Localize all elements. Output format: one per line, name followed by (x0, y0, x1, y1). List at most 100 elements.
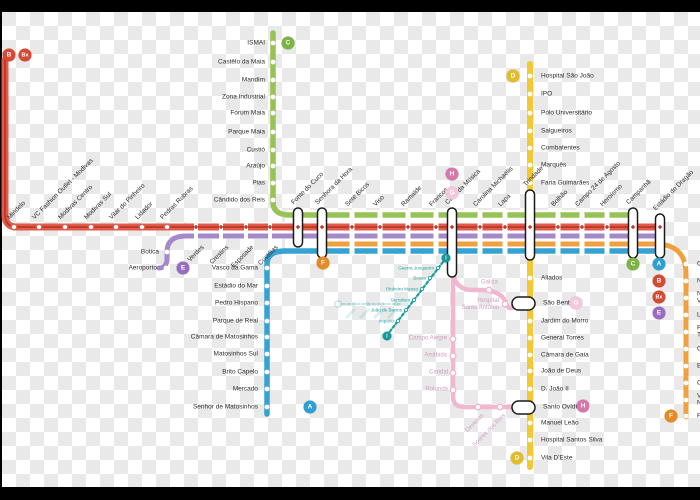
station-bar[interactable] (377, 211, 383, 256)
station-dot[interactable] (527, 352, 533, 358)
line-badge-c[interactable]: C (626, 257, 640, 271)
station-dot[interactable] (264, 265, 270, 271)
line-badge-i[interactable]: I (382, 331, 392, 341)
station-dot[interactable] (683, 380, 689, 386)
line-badge-e[interactable]: E (652, 306, 666, 320)
station-dot[interactable] (112, 223, 120, 231)
station-dot[interactable] (449, 335, 457, 343)
station-dot[interactable] (683, 278, 689, 284)
station-dot[interactable] (435, 265, 441, 271)
station-dot[interactable] (427, 275, 433, 281)
interchange-pill[interactable] (511, 400, 536, 415)
station-dot[interactable] (35, 223, 43, 231)
station-dot[interactable] (164, 249, 170, 255)
station-dot[interactable] (419, 286, 425, 292)
station-dot[interactable] (527, 73, 533, 79)
study-station-dot (352, 302, 356, 306)
station-dot[interactable] (264, 300, 270, 306)
station-dot[interactable] (474, 403, 482, 411)
line-badge-bx[interactable]: Bx (18, 48, 32, 62)
line-badge-f[interactable]: F (664, 409, 678, 423)
station-dot[interactable] (496, 403, 504, 411)
station-bar[interactable] (433, 211, 439, 256)
station-dot[interactable] (264, 369, 270, 375)
station-dot[interactable] (270, 197, 276, 203)
station-dot[interactable] (264, 351, 270, 357)
station-dot[interactable] (411, 297, 417, 303)
station-dot[interactable] (527, 318, 533, 324)
station-dot[interactable] (270, 147, 276, 153)
line-badge-e[interactable]: E (176, 261, 190, 275)
station-dot[interactable] (449, 352, 457, 360)
line-badge-d[interactable]: D (510, 451, 524, 465)
station-dot[interactable] (270, 40, 276, 46)
station-dot[interactable] (10, 223, 18, 231)
line-badge-a[interactable]: A (303, 400, 317, 414)
station-dot[interactable] (527, 91, 533, 97)
station-dot[interactable] (264, 334, 270, 340)
station-dot[interactable] (527, 145, 533, 151)
station-dot[interactable] (264, 404, 270, 410)
station-dot[interactable] (501, 300, 509, 308)
station-dot[interactable] (163, 223, 171, 231)
station-dot[interactable] (683, 261, 689, 267)
line-badge-g[interactable]: G (569, 296, 583, 310)
station-dot[interactable] (527, 455, 533, 461)
station-dot[interactable] (449, 369, 457, 377)
station-dot[interactable] (683, 363, 689, 369)
station-dot[interactable] (61, 223, 69, 231)
station-dot[interactable] (87, 223, 95, 231)
station-dot[interactable] (527, 110, 533, 116)
line-badge-h[interactable]: H (445, 167, 459, 181)
station-bar[interactable] (405, 211, 411, 256)
station-dot[interactable] (270, 59, 276, 65)
station-dot[interactable] (527, 180, 533, 186)
station-bar[interactable] (502, 211, 508, 256)
station-dot[interactable] (270, 94, 276, 100)
station-dot[interactable] (264, 318, 270, 324)
station-dot[interactable] (270, 77, 276, 83)
line-badge-i[interactable]: I (441, 253, 451, 263)
interchange-pill[interactable] (511, 296, 536, 311)
station-dot[interactable] (683, 295, 689, 301)
station-bar[interactable] (604, 211, 610, 256)
station-bar[interactable] (555, 211, 561, 256)
line-badge-h[interactable]: H (576, 399, 590, 413)
station-dot[interactable] (485, 286, 493, 294)
line-badge-b[interactable]: B (2, 48, 16, 62)
station-dot[interactable] (449, 386, 457, 394)
station-dot[interactable] (270, 110, 276, 116)
station-dot[interactable] (395, 318, 401, 324)
station-bar[interactable] (349, 211, 355, 256)
station-dot[interactable] (264, 386, 270, 392)
line-badge-d[interactable]: D (506, 69, 520, 83)
station-dot[interactable] (683, 312, 689, 318)
line-badge-a[interactable]: A (652, 257, 666, 271)
station-dot[interactable] (527, 275, 533, 281)
station-dot[interactable] (527, 386, 533, 392)
station-dot[interactable] (264, 283, 270, 289)
station-dot[interactable] (138, 223, 146, 231)
station-dot[interactable] (270, 129, 276, 135)
station-dot[interactable] (403, 307, 409, 313)
line-badge-f[interactable]: F (316, 256, 330, 270)
station-dot[interactable] (527, 335, 533, 341)
line-badge-bx[interactable]: Bx (652, 290, 666, 304)
line-badge-g[interactable]: G (445, 186, 459, 200)
station-dot[interactable] (527, 420, 533, 426)
station-dot[interactable] (527, 368, 533, 374)
station-dot[interactable] (527, 437, 533, 443)
station-dot[interactable] (683, 413, 689, 419)
station-dot[interactable] (527, 128, 533, 134)
station-bar[interactable] (579, 211, 585, 256)
line-badge-b[interactable]: B (652, 274, 666, 288)
station-dot[interactable] (270, 163, 276, 169)
station-dot[interactable] (683, 346, 689, 352)
station-dot[interactable] (270, 180, 276, 186)
station-dot[interactable] (683, 397, 689, 403)
station-bar[interactable] (477, 211, 483, 256)
line-badge-c[interactable]: C (281, 36, 295, 50)
station-dot[interactable] (683, 329, 689, 335)
station-dot[interactable] (163, 265, 169, 271)
station-dot[interactable] (527, 162, 533, 168)
